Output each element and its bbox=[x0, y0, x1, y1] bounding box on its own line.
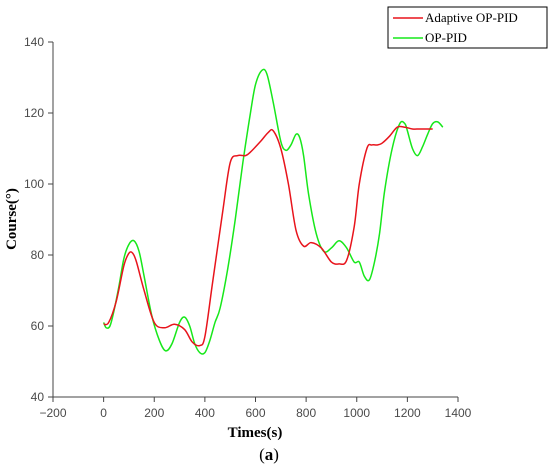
figure-caption: (a) bbox=[259, 445, 279, 464]
legend-box bbox=[387, 6, 548, 49]
axes bbox=[52, 42, 458, 398]
y-tick-label: 40 bbox=[31, 390, 45, 404]
x-axis-title: Times(s) bbox=[228, 425, 283, 441]
caption-letter: a bbox=[265, 445, 274, 464]
caption-open-paren: ( bbox=[259, 445, 265, 464]
x-tick-label: 200 bbox=[144, 406, 164, 420]
x-tick-label: 600 bbox=[245, 406, 265, 420]
x-tick-label: 800 bbox=[296, 406, 316, 420]
series-line-op-pid bbox=[102, 68, 444, 355]
y-tick-label: 120 bbox=[24, 106, 44, 120]
y-tick-label: 60 bbox=[31, 319, 45, 333]
x-tick-label: 1000 bbox=[343, 406, 370, 420]
series-line-adaptive-op-pid bbox=[103, 125, 433, 347]
y-tick-label: 80 bbox=[31, 248, 45, 262]
caption-close-paren: ) bbox=[273, 445, 279, 464]
legend: Adaptive OP-PID OP-PID bbox=[387, 6, 548, 49]
ticks: −200 0 200 400 600 800 1000 1200 1400 40 60 80 100 12… bbox=[24, 35, 472, 420]
y-axis-title: Course(°) bbox=[4, 188, 20, 250]
legend-label-adaptive-op-pid: Adaptive OP-PID bbox=[425, 10, 518, 25]
x-tick-label: 1400 bbox=[445, 406, 472, 420]
legend-label-op-pid: OP-PID bbox=[425, 30, 467, 45]
x-tick-label: 0 bbox=[100, 406, 107, 420]
series-lines bbox=[102, 68, 444, 355]
x-tick-label: 1200 bbox=[394, 406, 421, 420]
x-tick-label: −200 bbox=[39, 406, 66, 420]
y-tick-label: 140 bbox=[24, 35, 44, 49]
y-tick-label: 100 bbox=[24, 177, 44, 191]
x-tick-label: 400 bbox=[195, 406, 215, 420]
